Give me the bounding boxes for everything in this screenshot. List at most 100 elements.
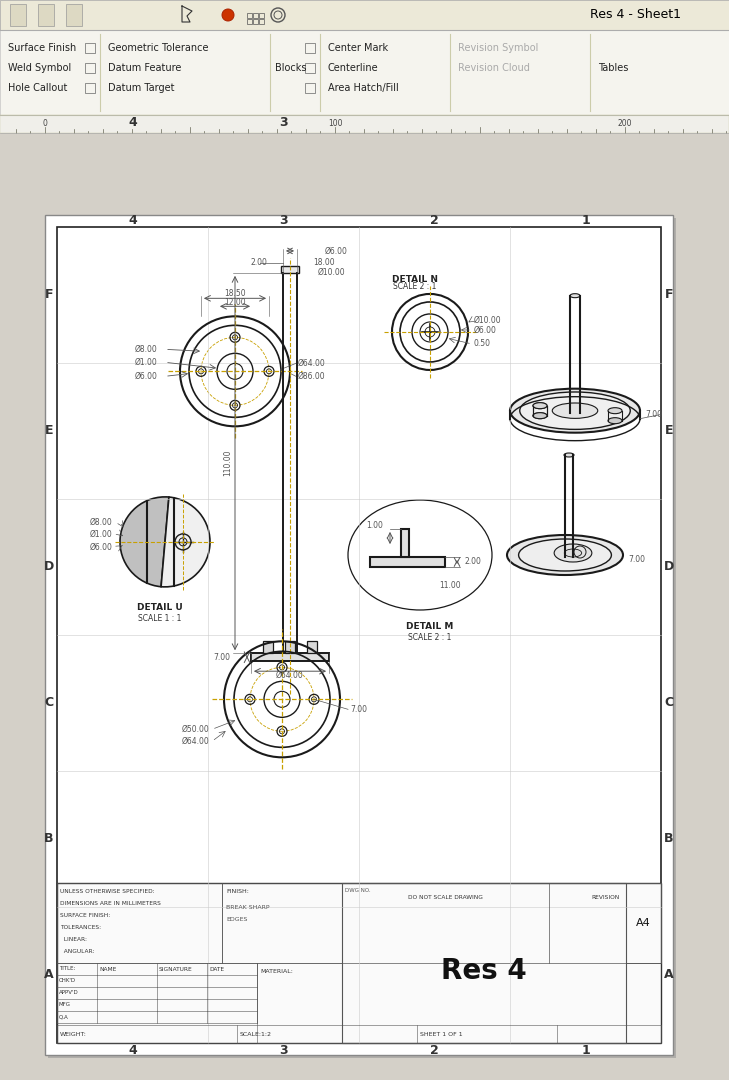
Bar <box>253 13 258 18</box>
Text: 1: 1 <box>581 214 590 227</box>
Wedge shape <box>120 497 169 586</box>
Text: Revision Cloud: Revision Cloud <box>458 63 530 73</box>
Text: CHK'D: CHK'D <box>59 978 76 984</box>
Text: Ø10.00: Ø10.00 <box>474 315 502 324</box>
Text: Revision Symbol: Revision Symbol <box>458 43 539 53</box>
Text: Datum Feature: Datum Feature <box>108 63 182 73</box>
Bar <box>0 30 729 114</box>
Text: C: C <box>44 697 53 710</box>
Text: 3: 3 <box>279 116 288 129</box>
Ellipse shape <box>608 407 622 414</box>
Bar <box>0 114 729 133</box>
Text: Geometric Tolerance: Geometric Tolerance <box>108 43 208 53</box>
Text: MATERIAL:: MATERIAL: <box>260 969 293 974</box>
Bar <box>305 83 315 93</box>
Text: 4: 4 <box>128 214 137 227</box>
Text: APPV'D: APPV'D <box>59 990 79 996</box>
Text: Centerline: Centerline <box>328 63 378 73</box>
Text: WEIGHT:: WEIGHT: <box>60 1031 87 1037</box>
Bar <box>305 43 315 53</box>
Bar <box>38 4 54 26</box>
Text: 18.00: 18.00 <box>313 258 335 268</box>
Text: Ø6.00: Ø6.00 <box>135 372 158 381</box>
Text: 100: 100 <box>328 120 342 129</box>
Text: DATE: DATE <box>209 967 224 972</box>
Text: TOLERANCES:: TOLERANCES: <box>60 924 101 930</box>
Text: C: C <box>664 697 674 710</box>
Text: D: D <box>44 561 54 573</box>
Bar <box>48 218 676 1058</box>
Text: Ø6.00: Ø6.00 <box>325 246 348 255</box>
Text: Ø50.00: Ø50.00 <box>182 725 210 733</box>
Text: EDGES: EDGES <box>226 917 247 922</box>
Bar <box>253 19 258 24</box>
Text: 7.00: 7.00 <box>350 705 367 714</box>
Ellipse shape <box>570 294 580 298</box>
Bar <box>342 883 661 963</box>
Text: Blocks: Blocks <box>275 63 306 73</box>
Text: SHEET 1 OF 1: SHEET 1 OF 1 <box>420 1031 463 1037</box>
Bar <box>257 963 342 1043</box>
Text: Ø64.00: Ø64.00 <box>276 671 304 679</box>
Text: DO NOT SCALE DRAWING: DO NOT SCALE DRAWING <box>408 895 483 900</box>
Ellipse shape <box>518 539 612 571</box>
Text: A4: A4 <box>636 918 651 928</box>
Text: LINEAR:: LINEAR: <box>60 937 87 942</box>
Ellipse shape <box>520 392 631 430</box>
Text: 2.00: 2.00 <box>465 557 482 567</box>
Text: REVISION: REVISION <box>591 895 620 900</box>
Wedge shape <box>161 497 210 586</box>
Text: 110.00: 110.00 <box>223 449 232 476</box>
Text: Surface Finish: Surface Finish <box>8 43 77 53</box>
Text: 7.00: 7.00 <box>645 410 662 419</box>
Text: FINISH:: FINISH: <box>226 889 249 894</box>
Ellipse shape <box>564 549 582 557</box>
Ellipse shape <box>553 403 598 418</box>
Text: 12.00: 12.00 <box>225 298 246 307</box>
Text: 0: 0 <box>42 120 47 129</box>
Text: 2: 2 <box>430 1043 439 1056</box>
Text: Datum Target: Datum Target <box>108 83 174 93</box>
Ellipse shape <box>564 453 574 457</box>
Text: A: A <box>44 969 54 982</box>
Ellipse shape <box>507 535 623 575</box>
Text: D: D <box>664 561 674 573</box>
Text: DETAIL U: DETAIL U <box>137 603 183 612</box>
Text: Ø8.00: Ø8.00 <box>90 517 113 526</box>
Text: Res 4 - Sheet1: Res 4 - Sheet1 <box>590 9 681 22</box>
Text: Center Mark: Center Mark <box>328 43 388 53</box>
Text: 3: 3 <box>279 214 288 227</box>
Text: Ø1.00: Ø1.00 <box>90 529 113 538</box>
Bar <box>251 653 329 661</box>
Text: B: B <box>664 833 674 846</box>
Text: Ø10.00: Ø10.00 <box>318 268 346 276</box>
Bar <box>85 63 95 73</box>
Bar <box>85 83 95 93</box>
Text: E: E <box>44 424 53 437</box>
Text: DETAIL M: DETAIL M <box>406 622 453 631</box>
Text: ANGULAR:: ANGULAR: <box>60 949 95 954</box>
Text: SCALE:1:2: SCALE:1:2 <box>240 1031 272 1037</box>
Bar <box>57 883 222 963</box>
Text: 7.00: 7.00 <box>213 652 230 662</box>
Text: DETAIL N: DETAIL N <box>392 275 438 284</box>
Text: Ø64.00: Ø64.00 <box>182 737 210 746</box>
Bar <box>66 4 82 26</box>
Ellipse shape <box>533 413 547 419</box>
Bar <box>263 642 273 653</box>
Text: SCALE 1 : 1: SCALE 1 : 1 <box>139 613 182 623</box>
Text: DWG NO.: DWG NO. <box>345 888 370 893</box>
Text: Weld Symbol: Weld Symbol <box>8 63 71 73</box>
Text: DIMENSIONS ARE IN MILLIMETERS: DIMENSIONS ARE IN MILLIMETERS <box>60 901 161 906</box>
Text: 0.50: 0.50 <box>474 339 491 349</box>
Ellipse shape <box>608 418 622 423</box>
Text: A: A <box>664 969 674 982</box>
Text: Ø6.00: Ø6.00 <box>474 325 497 335</box>
Bar <box>626 883 661 963</box>
Ellipse shape <box>510 389 640 433</box>
Text: 7.00: 7.00 <box>628 555 645 565</box>
Bar <box>57 227 661 1043</box>
Text: Ø86.00: Ø86.00 <box>298 372 326 381</box>
Text: Area Hatch/Fill: Area Hatch/Fill <box>328 83 399 93</box>
Text: SURFACE FINISH:: SURFACE FINISH: <box>60 913 110 918</box>
